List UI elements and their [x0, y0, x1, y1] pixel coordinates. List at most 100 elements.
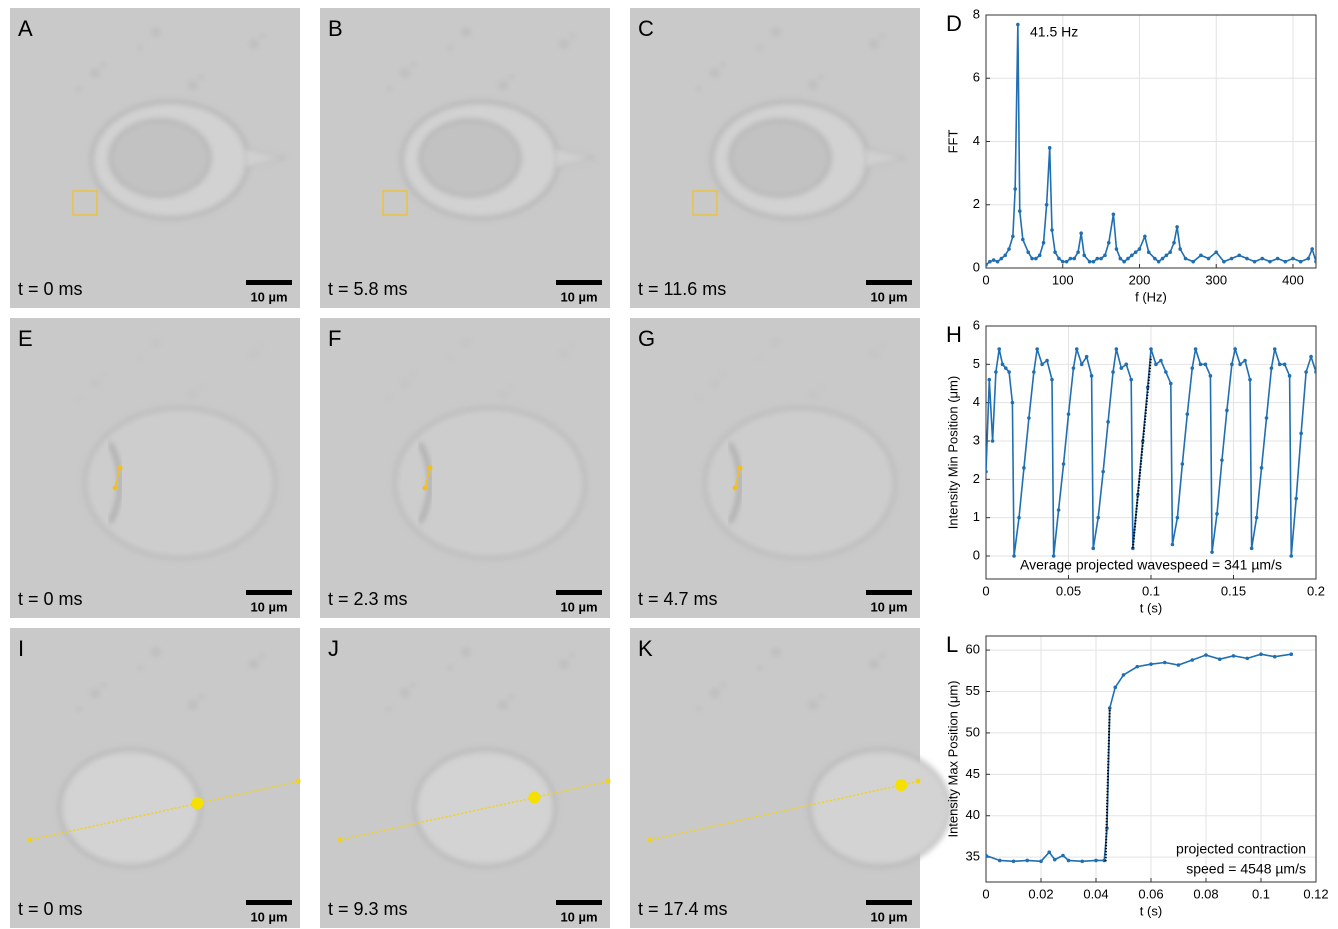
debris	[764, 656, 772, 664]
data-point	[1243, 358, 1247, 363]
x-tick-label: 0.2	[1307, 583, 1325, 598]
debris	[407, 369, 419, 381]
data-point	[1096, 515, 1100, 520]
debris	[458, 644, 474, 660]
y-axis-label: FFT	[945, 130, 960, 154]
debris	[866, 36, 882, 52]
data-point	[1191, 259, 1196, 264]
data-point	[1044, 202, 1049, 207]
data-point	[1289, 554, 1294, 558]
x-tick-label: 200	[1129, 272, 1151, 287]
data-point	[1037, 253, 1042, 258]
panel-letter: D	[946, 11, 962, 36]
debris	[805, 697, 821, 713]
data-point	[986, 263, 988, 267]
scale-bar	[866, 590, 912, 595]
data-point	[1017, 209, 1022, 213]
y-tick-label: 4	[973, 394, 980, 409]
data-point	[1030, 256, 1034, 261]
data-point	[1172, 240, 1176, 245]
data-point	[1121, 673, 1126, 677]
track	[114, 467, 121, 489]
data-point	[1245, 656, 1250, 661]
debris	[556, 656, 572, 672]
data-point	[1309, 354, 1313, 359]
data-point	[1264, 416, 1269, 420]
data-point	[987, 377, 992, 382]
data-point	[1114, 347, 1119, 351]
data-point	[1183, 256, 1188, 261]
debris	[383, 703, 395, 715]
data-point	[1087, 259, 1092, 264]
chart: 0 0.05 0.1 0.15 0.2 0 1 2 3 4 5 6Ht (s) Intensity Mi…	[945, 317, 1325, 615]
cell-tail	[554, 147, 596, 169]
data-point	[1230, 362, 1234, 367]
debris	[256, 650, 268, 662]
scale-bar	[556, 280, 602, 285]
data-point	[1259, 652, 1263, 657]
data-point	[1076, 250, 1080, 254]
y-tick-label: 0	[973, 547, 980, 562]
image-panel: Kt = 17.4 ms 10 µm	[630, 628, 951, 928]
debris	[707, 375, 723, 391]
data-point	[1032, 370, 1036, 374]
panel-letter: J	[328, 636, 339, 661]
data-point	[1017, 515, 1021, 520]
cell-body	[703, 406, 897, 560]
debris	[83, 77, 91, 85]
tracked-point	[895, 779, 908, 792]
debris	[383, 83, 395, 95]
cell-body	[809, 749, 951, 867]
data-point	[1287, 374, 1292, 378]
axes-box	[985, 14, 1317, 269]
scale-label: 10 µm	[870, 289, 907, 304]
debris	[73, 393, 85, 405]
debris	[87, 375, 103, 391]
data-point	[1259, 466, 1264, 470]
debris	[205, 685, 213, 693]
roi-box	[692, 190, 718, 216]
scale-bar	[556, 590, 602, 595]
time-label: t = 9.3 ms	[328, 899, 408, 919]
debris	[754, 662, 766, 674]
debris	[825, 375, 833, 383]
data-point	[1071, 366, 1076, 370]
debris	[666, 334, 674, 342]
plot-content	[986, 345, 1316, 558]
data-point	[1254, 515, 1259, 520]
roi-box	[382, 190, 408, 216]
panel-letter: G	[638, 326, 655, 351]
y-tick-label: 5	[973, 356, 980, 371]
data-point	[1040, 362, 1044, 367]
data-point	[1021, 237, 1025, 242]
data-point	[1217, 657, 1222, 661]
scale-label: 10 µm	[250, 599, 287, 614]
debris	[73, 83, 85, 95]
data-point	[1268, 259, 1272, 264]
debris	[768, 24, 784, 40]
scale-label: 10 µm	[560, 599, 597, 614]
data-point	[991, 258, 996, 262]
debris	[717, 59, 729, 71]
x-tick-label: 0.1	[1142, 583, 1160, 598]
scale-label: 10 µm	[250, 289, 287, 304]
debris	[876, 30, 888, 42]
data-point	[1133, 250, 1138, 254]
data-point	[1225, 408, 1229, 413]
data-point	[1007, 370, 1011, 374]
debris	[768, 334, 784, 350]
debris	[693, 83, 705, 95]
debris	[862, 668, 870, 676]
data-point	[1214, 250, 1219, 254]
scale-label: 10 µm	[560, 289, 597, 304]
data-point	[1101, 469, 1105, 474]
track-dot	[117, 465, 123, 471]
debris	[97, 369, 109, 381]
time-label: t = 4.7 ms	[638, 589, 718, 609]
track-dot	[427, 465, 433, 471]
debris	[144, 656, 152, 664]
x-tick-label: 0.05	[1056, 583, 1081, 598]
data-point	[1013, 187, 1017, 191]
debris	[46, 334, 54, 342]
panel-letter: K	[638, 636, 653, 661]
